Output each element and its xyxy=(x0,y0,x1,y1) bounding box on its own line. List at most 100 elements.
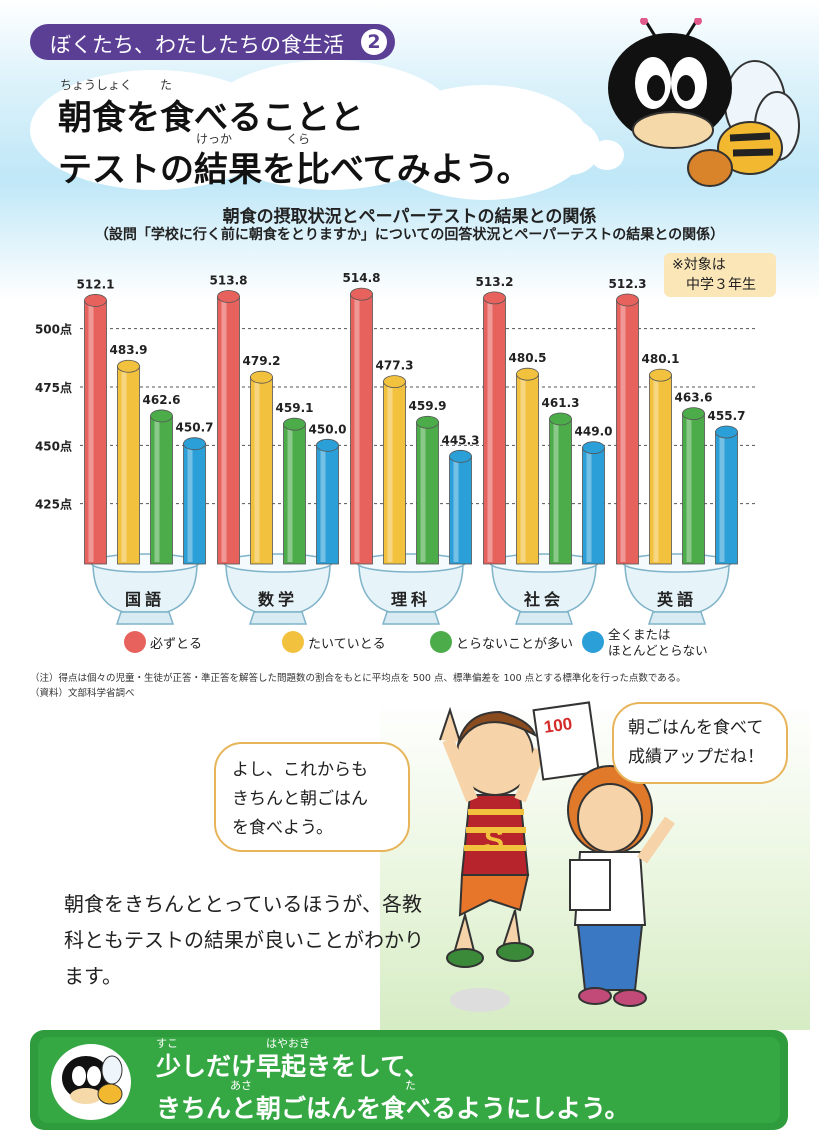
ruby-kekka: けっか xyxy=(196,132,233,146)
bar-cap xyxy=(449,449,472,463)
ruby-suko: すこ xyxy=(156,1037,178,1050)
bar-cap xyxy=(483,291,506,305)
bar-cap xyxy=(250,370,273,384)
ruby-asa: あさ xyxy=(230,1079,252,1092)
bar-cap xyxy=(183,437,206,451)
bowl-rim xyxy=(223,553,333,573)
data-label: 483.9 xyxy=(110,343,148,357)
bar-highlight xyxy=(586,449,592,562)
data-label: 480.5 xyxy=(509,351,547,365)
data-label: 459.9 xyxy=(409,399,447,413)
y-tick-label: 500点 xyxy=(35,322,72,337)
ruby-ta: た xyxy=(160,78,173,92)
bar-cap xyxy=(516,367,539,381)
summary-line3: ます。 xyxy=(64,964,122,988)
data-label: 513.2 xyxy=(476,275,514,289)
ruby-hayaoki: はやおき xyxy=(266,1037,310,1050)
bubble-girl-line1: 朝ごはんを食べて xyxy=(628,718,764,738)
category-label: 英語 xyxy=(656,590,697,609)
bar xyxy=(183,443,206,565)
bee-mascot-small-illustration xyxy=(51,1044,131,1120)
bar-highlight xyxy=(88,302,94,562)
bar-cap xyxy=(383,375,406,389)
bar xyxy=(250,376,273,565)
legend-label: 全くまたは xyxy=(608,627,671,642)
target-note-line1: ※対象は xyxy=(672,257,726,273)
bowl-base xyxy=(647,611,707,625)
data-label: 513.8 xyxy=(210,273,248,287)
bar-cap xyxy=(582,441,605,455)
paper-score: 100 xyxy=(543,714,574,737)
data-label: 514.8 xyxy=(343,271,381,285)
bar-cap xyxy=(649,368,672,382)
bar xyxy=(150,415,173,565)
shirt-letter: S xyxy=(484,824,504,857)
legend-item-usually: たいていとる xyxy=(282,631,386,653)
data-label: 477.3 xyxy=(376,359,414,373)
cloud-shape xyxy=(590,140,624,170)
legend-dot-blue xyxy=(582,631,604,653)
bar xyxy=(516,373,539,565)
data-label: 450.7 xyxy=(176,421,214,435)
data-label: 461.3 xyxy=(542,396,580,410)
bar-highlight xyxy=(487,299,493,562)
bar xyxy=(383,381,406,565)
data-label: 479.2 xyxy=(243,354,281,368)
bar-highlight xyxy=(354,296,360,562)
summary-line1: 朝食をきちんととっているほうが、各教 xyxy=(64,892,422,916)
bowl-base xyxy=(248,611,308,625)
bubble-boy-line3: を食べよう。 xyxy=(232,818,333,838)
target-note-line2: 中学３年生 xyxy=(686,277,756,293)
headline-line1: 朝食を食べることと xyxy=(58,98,364,138)
category-label: 社会 xyxy=(523,590,564,609)
bar-highlight xyxy=(520,376,526,562)
data-label: 512.1 xyxy=(77,277,115,291)
bowl-base xyxy=(514,611,574,625)
bar-cap xyxy=(84,294,107,307)
speech-bubble-girl: 朝ごはんを食べて 成績アップだね！ xyxy=(612,702,788,784)
bar xyxy=(416,421,439,565)
legend-dot-green xyxy=(430,631,452,653)
ruby-kura: くら xyxy=(286,132,311,146)
category-label: 国語 xyxy=(125,590,165,609)
bubble-boy-line2: きちんと朝ごはん xyxy=(232,789,368,809)
bar-cap xyxy=(715,425,738,439)
bar-cap xyxy=(549,412,572,426)
legend-label: とらないことが多い xyxy=(456,637,574,652)
chart-title: 朝食の摂取状況とペーパーテストの結果との関係 xyxy=(222,207,597,227)
headline-line2: テストの結果を比べてみよう。 xyxy=(58,150,531,190)
legend-label: ほとんどとらない xyxy=(608,643,708,658)
bar-cap xyxy=(150,409,173,423)
bar-highlight xyxy=(254,379,260,562)
legend-item-often-skip: とらないことが多い xyxy=(430,631,574,653)
category-label: 理科 xyxy=(391,590,431,609)
bubble-girl-line2: 成績アップだね！ xyxy=(628,747,764,767)
bar-highlight xyxy=(287,426,293,562)
ruby-ta-bottom: た xyxy=(405,1079,416,1092)
bar xyxy=(715,431,738,565)
bowl-rim xyxy=(90,553,200,573)
y-tick-label: 450点 xyxy=(35,438,72,453)
bar-highlight xyxy=(187,445,193,562)
data-label: 463.6 xyxy=(675,391,713,405)
bar xyxy=(649,374,672,565)
bar xyxy=(616,299,639,565)
summary-text: 朝食をきちんととっているほうが、各教 科ともテストの結果が良いことがわかり ます… xyxy=(64,886,454,994)
bar-highlight xyxy=(387,383,393,562)
bar xyxy=(117,365,140,565)
bar xyxy=(316,444,339,565)
data-label: 512.3 xyxy=(609,277,647,291)
bar xyxy=(449,455,472,565)
bar-highlight xyxy=(686,415,692,562)
bar-cap xyxy=(316,438,339,452)
bar-cap xyxy=(350,287,373,301)
data-label: 455.7 xyxy=(708,409,746,423)
bottom-banner: すこ はやおき 少しだけ早起きをして、 あさ た きちんと朝ごはんを食べるように… xyxy=(30,1030,788,1130)
bowl-base xyxy=(115,611,175,625)
bar-highlight xyxy=(653,377,659,562)
bar-highlight xyxy=(420,424,426,562)
category-label: 数学 xyxy=(258,590,298,609)
bar-highlight xyxy=(320,447,326,562)
series-number: 2 xyxy=(361,29,387,55)
